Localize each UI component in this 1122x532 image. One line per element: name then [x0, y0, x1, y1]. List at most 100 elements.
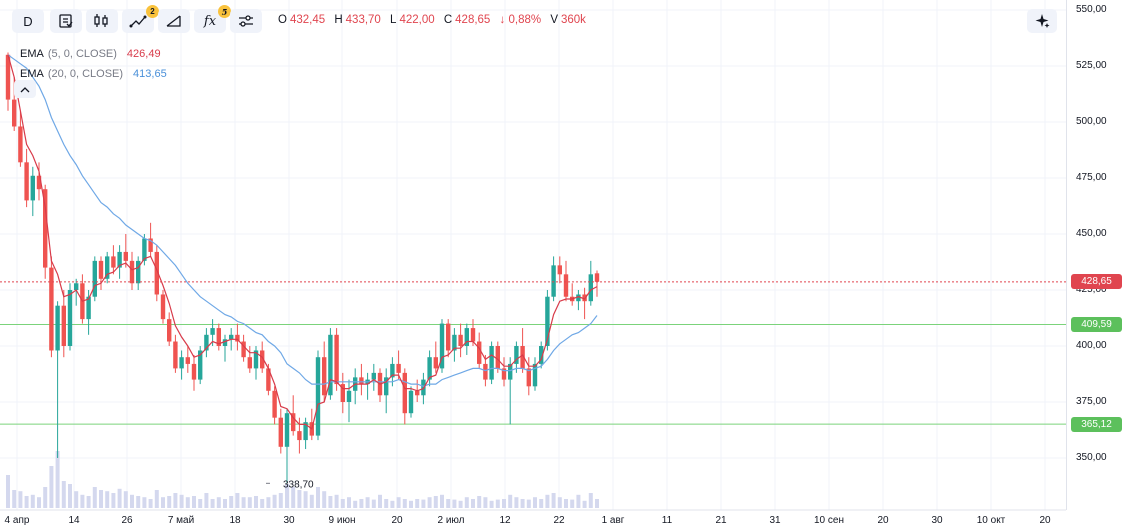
- candle-body: [30, 175, 35, 201]
- candle-body: [284, 413, 290, 447]
- volume-bar: [533, 497, 537, 508]
- functions-badge: 5: [218, 5, 231, 18]
- candle-body: [12, 99, 17, 127]
- volume-bar: [340, 499, 345, 508]
- candle-body: [446, 323, 451, 351]
- volume-bar: [99, 490, 103, 508]
- legend-name: EMA: [20, 68, 44, 80]
- volume-bar: [229, 496, 234, 508]
- candle-body: [334, 334, 339, 385]
- time-tick-label: 20: [391, 515, 403, 526]
- volume-bar: [303, 491, 308, 508]
- price-chart[interactable]: 338,70: [0, 0, 1066, 532]
- time-tick-label: 30: [931, 515, 943, 526]
- volume-bar: [384, 499, 389, 508]
- volume-bar: [328, 496, 333, 508]
- grid-lines: [0, 0, 1066, 511]
- volume-bar: [433, 496, 438, 508]
- time-tick-label: 31: [769, 515, 781, 526]
- candle-body: [489, 346, 494, 380]
- candle-body: [433, 357, 438, 369]
- volume-bar: [539, 499, 544, 508]
- volume-bar: [204, 493, 209, 508]
- legend-row-ema5[interactable]: EMA (5, 0, CLOSE) 426,49: [20, 44, 167, 64]
- price-tick-label: 400,00: [1076, 340, 1107, 351]
- candle-body: [470, 328, 476, 342]
- price-tick-label: 450,00: [1076, 228, 1107, 239]
- volume-bar: [508, 494, 513, 508]
- chevron-up-icon: [20, 86, 30, 92]
- legend-value: 413,65: [133, 68, 167, 80]
- candle-body: [129, 260, 135, 284]
- legend-name: EMA: [20, 48, 44, 60]
- collapse-legend-button[interactable]: [14, 80, 36, 98]
- candle-body: [229, 334, 234, 340]
- time-tick-label: 12: [499, 515, 511, 526]
- candle-body: [136, 260, 141, 284]
- volume-bar: [489, 500, 494, 508]
- candle-body: [191, 363, 197, 380]
- close-label: C: [443, 14, 453, 26]
- indicators-button[interactable]: 2: [122, 5, 159, 33]
- interval-button[interactable]: D: [12, 9, 44, 33]
- time-tick-label: 10 окт: [976, 515, 1006, 526]
- candle-body: [278, 417, 283, 447]
- volume-bar: [477, 496, 482, 508]
- time-tick-label: 10 сен: [814, 515, 844, 526]
- volume-bar: [49, 466, 54, 508]
- volume-bar: [285, 484, 289, 508]
- functions-label: fx: [203, 13, 217, 29]
- volume-bar: [378, 494, 382, 508]
- volume-bar: [123, 491, 128, 508]
- volume-bar: [483, 497, 488, 508]
- volume-bar: [68, 484, 72, 508]
- volume-bar: [353, 500, 358, 508]
- time-tick-label: 1 авг: [601, 515, 625, 526]
- volume-bar: [136, 496, 141, 508]
- volume-bar: [421, 499, 426, 508]
- candles-icon[interactable]: [86, 9, 118, 33]
- volume-bar: [582, 500, 587, 508]
- level-price-tag: 409,59: [1071, 317, 1122, 333]
- time-tick-label: 26: [121, 515, 133, 526]
- price-axis[interactable]: 550,00 525,00 500,00 475,00 450,00 425,00 400,…: [1066, 0, 1122, 510]
- volume-bar: [564, 499, 568, 508]
- volume-bar: [502, 499, 506, 508]
- functions-button[interactable]: fx 5: [194, 5, 231, 33]
- price-tick-label: 375,00: [1076, 396, 1107, 407]
- volume-label: V: [550, 14, 558, 26]
- candle-body: [303, 422, 308, 441]
- legend-value: 426,49: [126, 48, 161, 60]
- volume-bar: [297, 490, 302, 508]
- volume-bar: [117, 488, 122, 508]
- volume-bar: [86, 496, 91, 508]
- volume-bar: [495, 499, 500, 508]
- settings-sliders-icon[interactable]: [230, 9, 262, 33]
- volume-bar: [61, 481, 66, 508]
- volume-bar: [266, 497, 271, 508]
- volume-bar: [322, 491, 327, 508]
- candle-body: [359, 377, 364, 385]
- close-value: 428,65: [455, 14, 491, 26]
- volume-bar: [452, 499, 457, 508]
- drawing-tools-icon[interactable]: [158, 9, 190, 33]
- volume-bar: [446, 499, 451, 508]
- candle-body: [18, 126, 23, 163]
- candle-body: [185, 357, 190, 364]
- volume-bar: [55, 451, 60, 508]
- legend-row-ema20[interactable]: EMA (20, 0, CLOSE) 413,65: [20, 64, 167, 84]
- candle-body: [439, 323, 445, 369]
- candle-body: [92, 260, 97, 297]
- volume-bar: [576, 494, 581, 508]
- candle-body: [235, 334, 240, 342]
- candle-body: [532, 363, 538, 387]
- candle-body: [576, 294, 581, 302]
- candle-body: [247, 357, 252, 369]
- volume-bar: [210, 499, 215, 508]
- sparkle-ai-icon[interactable]: [1027, 9, 1057, 33]
- chart-type-icon[interactable]: [50, 9, 82, 33]
- candle-body: [43, 189, 48, 268]
- volume-bar: [427, 497, 432, 508]
- volume-bar: [18, 491, 23, 508]
- volume-bar: [409, 500, 413, 508]
